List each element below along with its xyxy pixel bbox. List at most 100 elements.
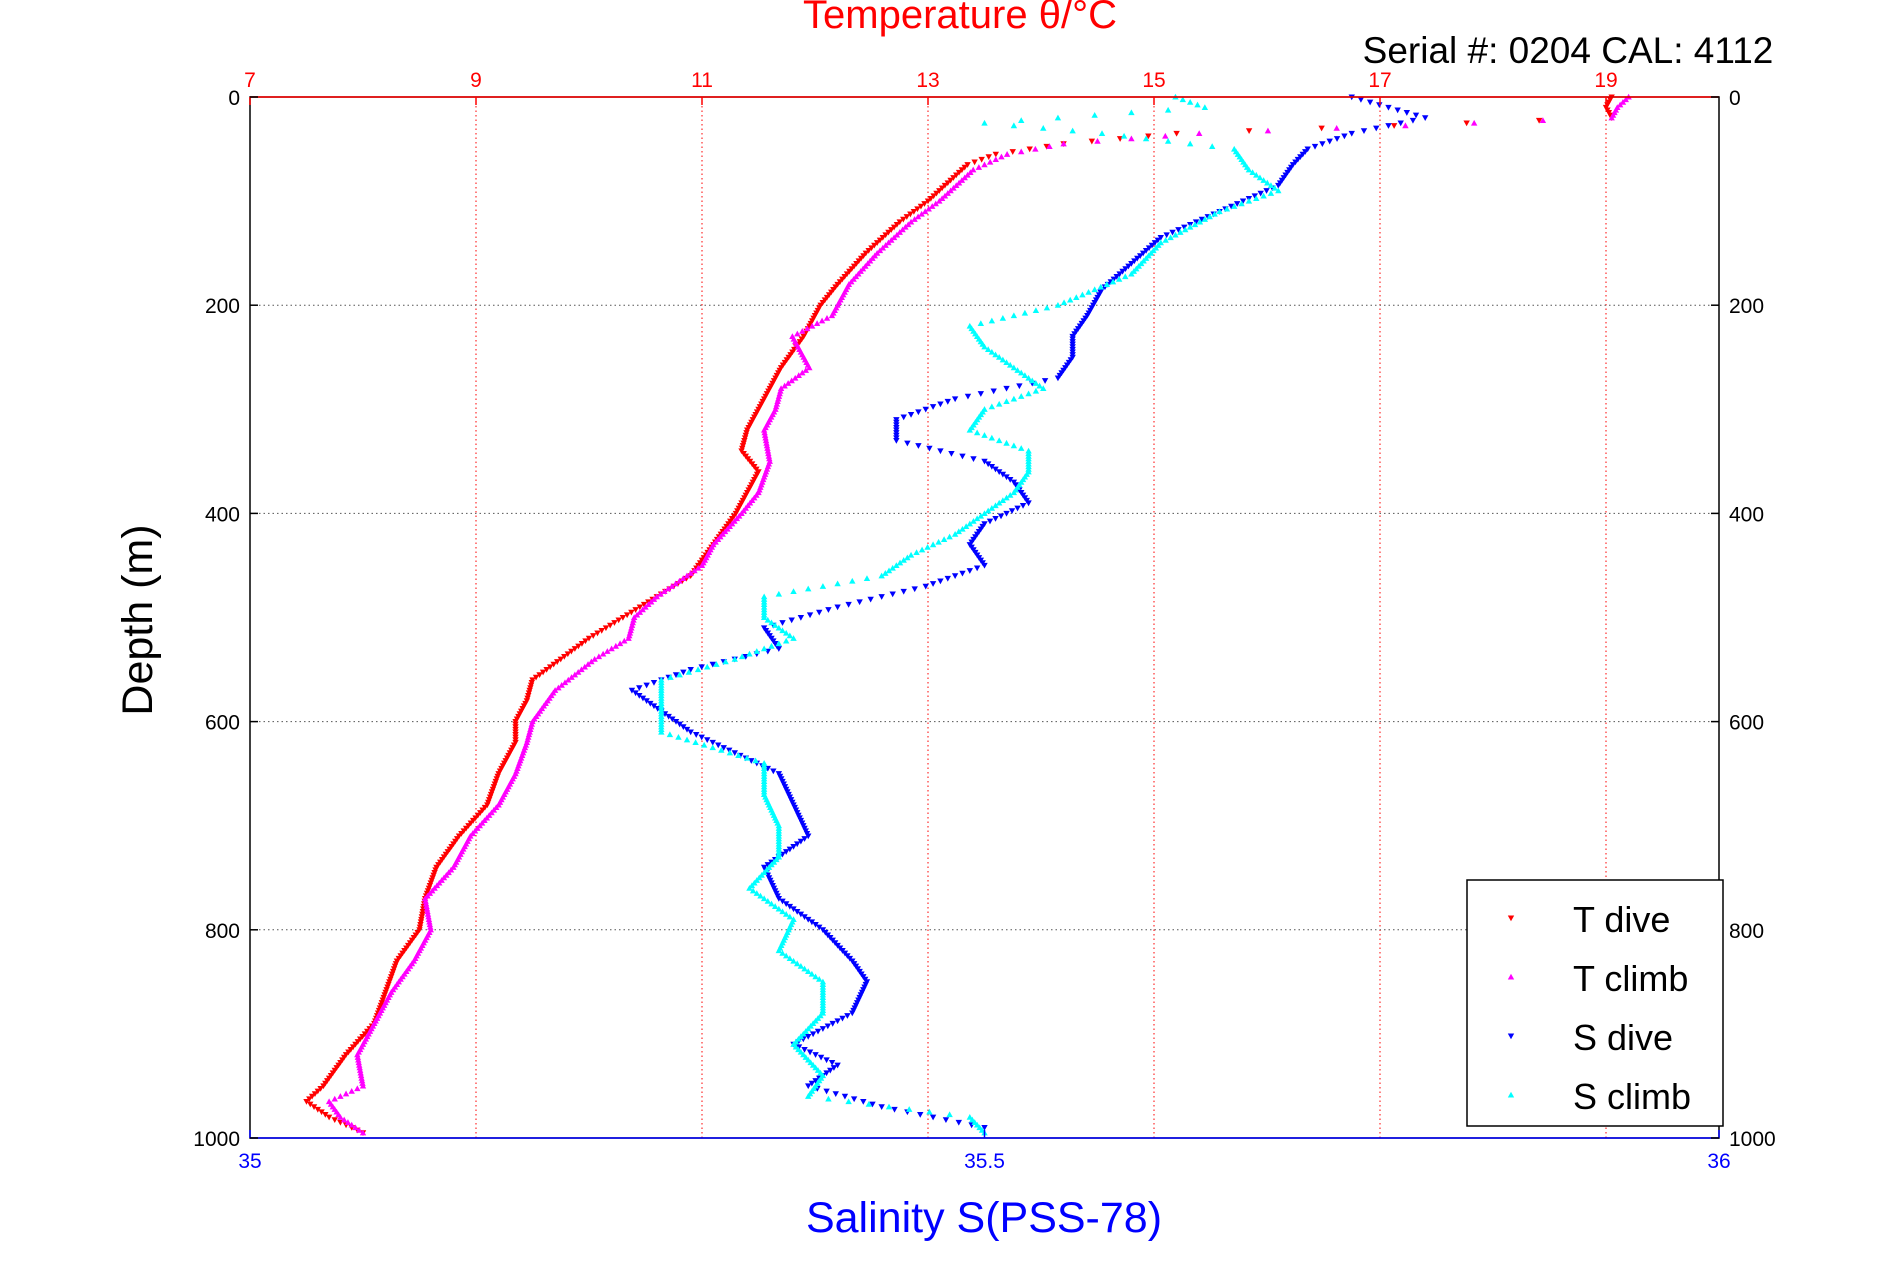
data-point	[941, 192, 949, 199]
data-point	[764, 897, 772, 904]
data-point	[1046, 143, 1053, 150]
data-point	[1264, 179, 1271, 186]
data-point	[1169, 229, 1176, 236]
data-point	[775, 905, 783, 912]
series-t-dive	[303, 94, 1615, 1136]
data-point	[1264, 127, 1272, 134]
data-point	[536, 672, 543, 678]
data-point	[891, 1106, 898, 1113]
top-tick-label: 17	[1368, 69, 1391, 92]
data-point	[1043, 304, 1051, 311]
data-point	[582, 638, 589, 645]
data-point	[999, 471, 1007, 478]
data-point	[357, 1069, 364, 1076]
data-point	[779, 627, 786, 634]
data-point	[1167, 234, 1174, 241]
data-point	[664, 585, 672, 592]
data-point	[1010, 442, 1018, 449]
data-point	[990, 388, 997, 395]
data-point	[944, 190, 951, 196]
data-point	[337, 1093, 344, 1099]
data-point	[1066, 296, 1074, 303]
data-point	[676, 671, 683, 678]
data-point	[795, 1044, 803, 1051]
data-point	[832, 1091, 839, 1097]
data-point	[1373, 125, 1380, 132]
data-point	[571, 671, 579, 678]
data-point	[768, 619, 775, 626]
data-point	[565, 676, 572, 683]
data-point	[1007, 361, 1014, 368]
data-point	[999, 315, 1007, 321]
data-point	[683, 726, 691, 733]
data-point	[1043, 143, 1050, 150]
data-point	[900, 557, 907, 563]
data-point	[1616, 101, 1624, 108]
data-point	[951, 531, 959, 537]
data-point	[782, 849, 790, 855]
data-point	[995, 437, 1003, 444]
data-point	[794, 841, 801, 848]
data-point	[427, 923, 434, 930]
data-point	[657, 590, 664, 597]
data-point	[823, 1070, 830, 1077]
data-point	[1003, 385, 1010, 392]
data-point	[995, 400, 1003, 407]
data-point	[1253, 195, 1260, 202]
data-point	[1470, 119, 1478, 126]
data-point	[561, 679, 569, 686]
data-point	[421, 895, 429, 902]
data-point	[352, 1124, 359, 1131]
data-point	[318, 1109, 325, 1116]
data-point	[718, 747, 725, 753]
legend-label: T dive	[1573, 899, 1670, 940]
data-point	[602, 625, 610, 632]
data-point	[550, 661, 557, 668]
data-point	[1257, 190, 1264, 197]
data-point	[907, 218, 915, 225]
data-point	[786, 913, 794, 920]
data-point	[869, 1101, 876, 1108]
data-point	[998, 153, 1005, 160]
data-point	[786, 632, 794, 639]
data-point	[1060, 140, 1067, 147]
data-point	[574, 668, 582, 675]
data-point	[599, 650, 607, 657]
data-point	[805, 1093, 812, 1099]
data-point	[1032, 307, 1040, 313]
data-point	[1088, 138, 1096, 145]
data-point	[700, 741, 708, 748]
data-point	[669, 716, 676, 723]
data-point	[955, 179, 963, 186]
data-point	[992, 156, 999, 163]
data-point	[1256, 174, 1264, 181]
data-point	[890, 234, 898, 241]
data-point	[771, 622, 779, 628]
legend-marker	[1507, 1033, 1515, 1040]
data-point	[762, 437, 770, 444]
data-point	[735, 752, 742, 758]
data-point	[571, 646, 579, 652]
data-point	[354, 1085, 361, 1092]
data-point	[1182, 226, 1189, 233]
data-point	[355, 1056, 362, 1063]
data-point	[1422, 115, 1429, 122]
top-tick-label: 15	[1142, 69, 1165, 92]
data-point	[1196, 130, 1203, 136]
data-point	[921, 201, 928, 207]
left-tick-label: 200	[205, 295, 240, 318]
data-point	[946, 533, 953, 540]
data-point	[322, 1112, 329, 1118]
data-point	[951, 396, 959, 403]
data-point	[797, 911, 805, 918]
data-point	[1608, 114, 1615, 121]
data-point	[1091, 286, 1098, 293]
data-point	[1010, 364, 1018, 371]
data-point	[558, 681, 565, 688]
data-point	[799, 328, 806, 334]
data-point	[955, 1119, 962, 1126]
data-point	[709, 739, 716, 746]
data-point	[900, 216, 907, 223]
data-point	[1267, 182, 1275, 189]
data-point	[782, 637, 790, 644]
